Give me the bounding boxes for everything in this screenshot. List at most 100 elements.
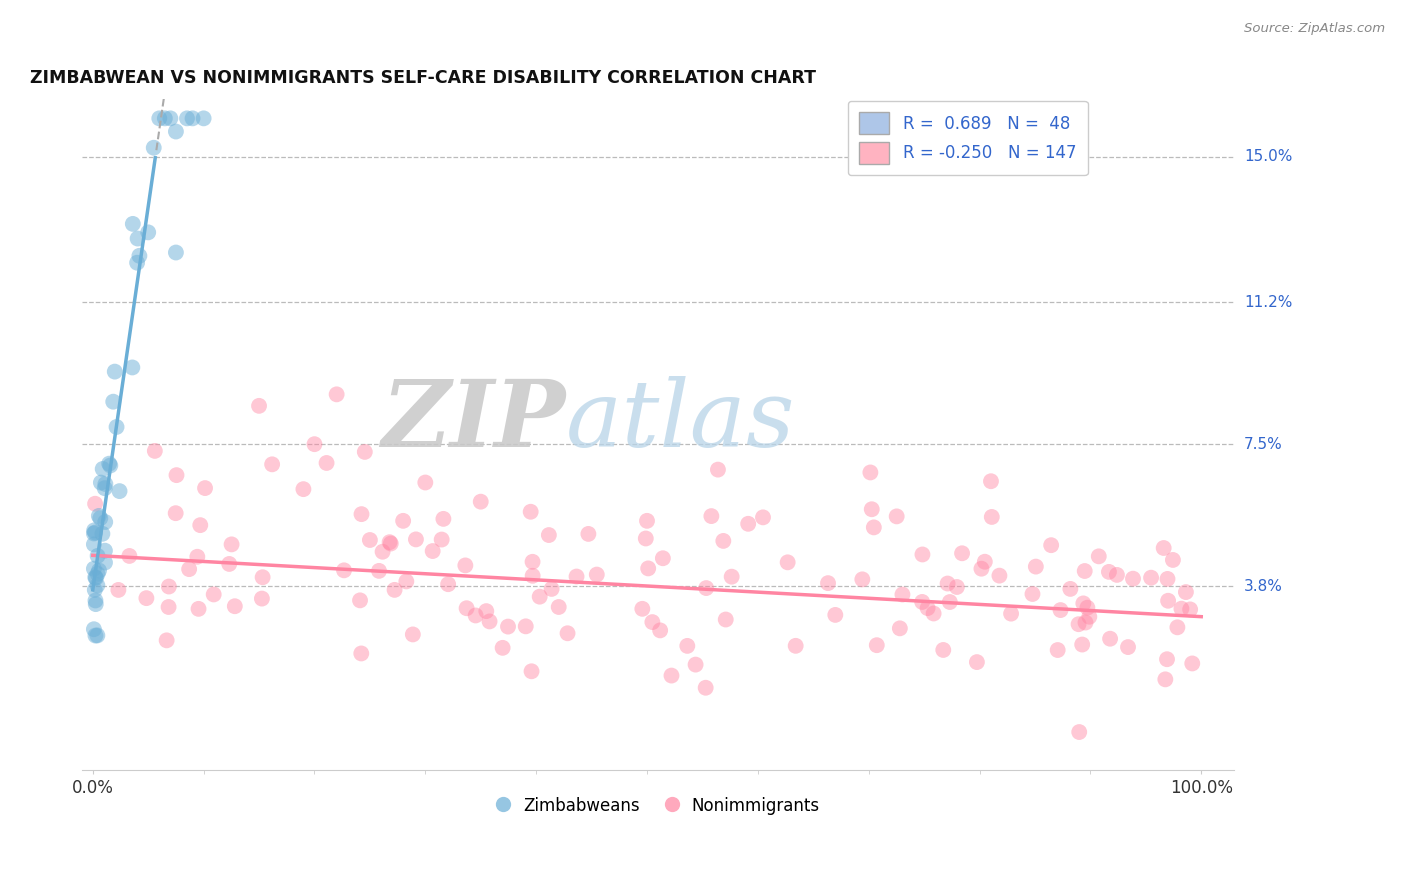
Point bbox=[107, 582, 129, 597]
Point bbox=[685, 657, 707, 672]
Point bbox=[454, 558, 477, 573]
Point bbox=[859, 466, 882, 480]
Point bbox=[121, 217, 143, 231]
Point bbox=[87, 564, 110, 578]
Point bbox=[817, 576, 839, 591]
Point bbox=[368, 564, 391, 578]
Point bbox=[159, 112, 181, 126]
Text: 15.0%: 15.0% bbox=[1244, 149, 1292, 164]
Point bbox=[415, 475, 437, 490]
Point bbox=[91, 526, 114, 541]
Point bbox=[90, 475, 112, 490]
Point bbox=[565, 569, 588, 583]
Point bbox=[1073, 596, 1095, 610]
Point bbox=[636, 514, 658, 528]
Point bbox=[1178, 602, 1201, 616]
Point bbox=[218, 557, 240, 571]
Point bbox=[432, 512, 454, 526]
Point bbox=[1073, 564, 1095, 578]
Point bbox=[84, 629, 107, 643]
Point bbox=[980, 510, 1002, 524]
Point bbox=[1156, 652, 1178, 666]
Point bbox=[470, 494, 492, 508]
Point bbox=[250, 591, 273, 606]
Point bbox=[83, 562, 105, 576]
Point bbox=[89, 511, 111, 525]
Point bbox=[1105, 568, 1128, 582]
Point bbox=[537, 528, 560, 542]
Point bbox=[522, 555, 544, 569]
Point bbox=[142, 141, 165, 155]
Point bbox=[430, 533, 453, 547]
Point bbox=[166, 468, 188, 483]
Point bbox=[475, 604, 498, 618]
Point bbox=[84, 571, 107, 585]
Text: 7.5%: 7.5% bbox=[1244, 437, 1282, 451]
Point bbox=[86, 578, 108, 592]
Point bbox=[634, 532, 657, 546]
Point bbox=[860, 502, 883, 516]
Point bbox=[127, 231, 149, 245]
Point bbox=[384, 582, 406, 597]
Point bbox=[522, 569, 544, 583]
Point bbox=[891, 588, 914, 602]
Point bbox=[1099, 632, 1122, 646]
Point bbox=[650, 624, 672, 638]
Point bbox=[359, 533, 381, 547]
Point bbox=[496, 619, 519, 633]
Point bbox=[824, 607, 846, 622]
Point bbox=[262, 458, 284, 472]
Y-axis label: Self-Care Disability: Self-Care Disability bbox=[0, 362, 7, 507]
Point bbox=[519, 505, 541, 519]
Point bbox=[1049, 603, 1071, 617]
Point bbox=[631, 602, 654, 616]
Point bbox=[392, 514, 415, 528]
Text: ZIP: ZIP bbox=[381, 376, 565, 467]
Point bbox=[1025, 559, 1047, 574]
Point bbox=[157, 580, 180, 594]
Point bbox=[378, 535, 401, 549]
Point bbox=[333, 563, 356, 577]
Point bbox=[889, 621, 911, 635]
Point bbox=[157, 599, 180, 614]
Point bbox=[1046, 643, 1069, 657]
Point bbox=[1154, 673, 1177, 687]
Point bbox=[135, 591, 157, 606]
Point bbox=[1069, 725, 1091, 739]
Point bbox=[515, 619, 537, 633]
Point bbox=[917, 601, 939, 615]
Point bbox=[165, 124, 187, 138]
Point bbox=[380, 536, 402, 550]
Point bbox=[1098, 565, 1121, 579]
Point bbox=[84, 525, 107, 540]
Point bbox=[156, 633, 179, 648]
Point bbox=[540, 582, 562, 596]
Legend: Zimbabweans, Nonimmigrants: Zimbabweans, Nonimmigrants bbox=[489, 790, 827, 822]
Point bbox=[576, 527, 599, 541]
Point bbox=[315, 456, 337, 470]
Point bbox=[353, 445, 375, 459]
Point bbox=[695, 581, 717, 595]
Point bbox=[547, 599, 569, 614]
Point bbox=[350, 647, 373, 661]
Point bbox=[776, 555, 799, 569]
Point bbox=[437, 577, 460, 591]
Point bbox=[94, 515, 117, 529]
Point bbox=[153, 112, 176, 126]
Point bbox=[86, 549, 108, 563]
Point bbox=[714, 613, 737, 627]
Point bbox=[1140, 571, 1163, 585]
Point bbox=[136, 225, 159, 239]
Point bbox=[224, 599, 246, 614]
Point bbox=[83, 622, 105, 636]
Point bbox=[221, 537, 243, 551]
Point bbox=[1021, 587, 1043, 601]
Point bbox=[108, 484, 131, 499]
Point bbox=[165, 245, 187, 260]
Point bbox=[202, 587, 225, 601]
Point bbox=[187, 602, 209, 616]
Text: 3.8%: 3.8% bbox=[1244, 579, 1284, 593]
Point bbox=[711, 533, 734, 548]
Text: atlas: atlas bbox=[565, 376, 796, 467]
Point bbox=[491, 640, 513, 655]
